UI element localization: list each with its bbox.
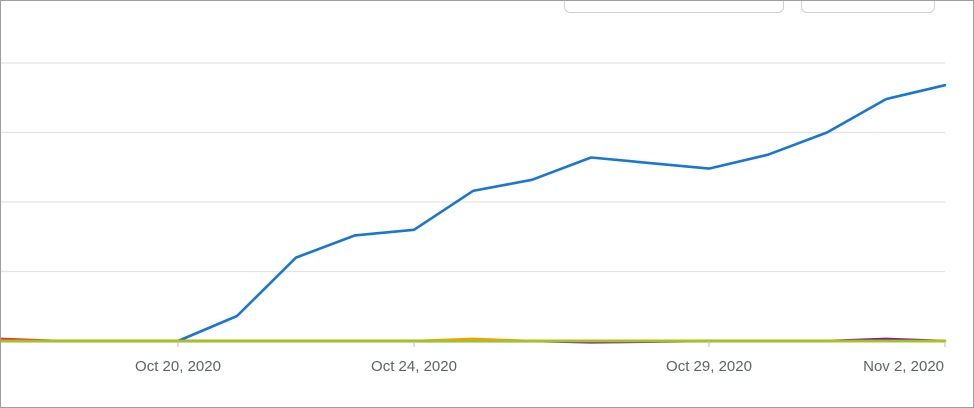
series-group [1, 83, 947, 344]
x-tick-label: Nov 2, 2020 [863, 358, 944, 375]
x-tick-label: Oct 20, 2020 [135, 358, 221, 375]
selector-control-a[interactable] [564, 1, 784, 13]
selector-control-b[interactable] [801, 1, 935, 13]
series-line-1 [1, 83, 947, 343]
x-tick-label: Oct 24, 2020 [371, 358, 457, 375]
x-axis-ticks: Oct 20, 2020 Oct 24, 2020 Oct 29, 2020 Nov … [135, 341, 946, 375]
grid-lines [1, 62, 945, 342]
x-tick-label: Oct 29, 2020 [666, 358, 752, 375]
